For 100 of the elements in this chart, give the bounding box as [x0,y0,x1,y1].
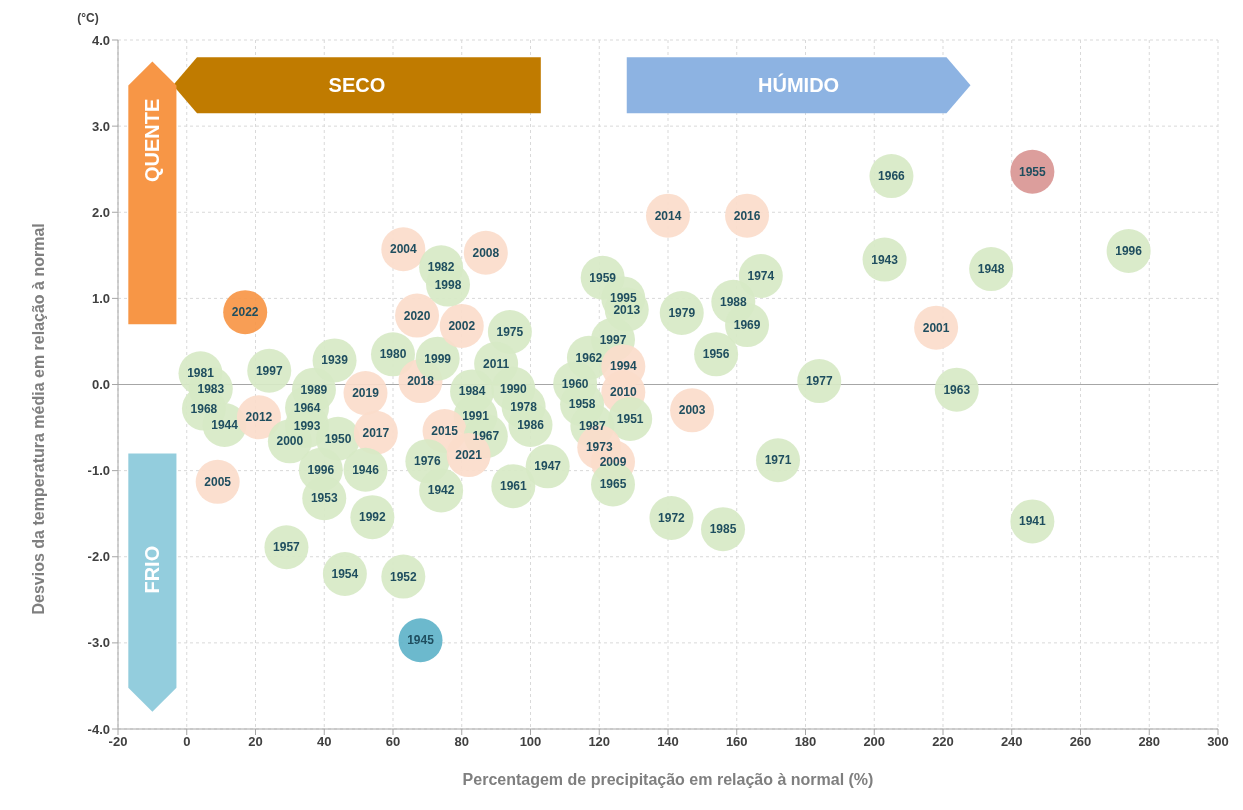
annotation: 2004 [389,242,417,257]
annotation: 1962 [575,350,603,365]
annotation: 1976 [414,454,442,469]
annotation: 2018 [407,374,435,389]
annotation: 1942 [427,483,455,498]
annotation: 2021 [455,448,483,463]
annotation: 1953 [310,491,338,506]
annotation: 1972 [658,510,686,525]
x-tick-label: 0 [183,734,191,750]
x-tick-label: 100 [519,734,542,750]
annotation: 1975 [496,324,524,339]
y-tick-label: -4.0 [87,721,110,737]
annotation: 2011 [483,356,510,371]
annotation: 1978 [510,399,538,414]
annotation: 1960 [561,376,589,391]
annotation: 1982 [427,260,455,275]
annotation: 2014 [654,208,682,223]
y-tick-label: -1.0 [87,463,110,479]
annotation: 1999 [424,351,452,366]
annotation: 1943 [871,252,899,267]
annotation: 1946 [352,462,380,477]
annotation: HÚMIDO [758,73,840,97]
annotation: 1939 [321,353,349,368]
annotation: 1994 [609,359,637,374]
annotation: 1989 [300,382,328,397]
x-tick-label: 200 [863,734,886,750]
annotation: 1983 [197,381,225,396]
annotation: 1998 [434,277,462,292]
annotation: 2001 [922,320,950,335]
y-tick-label: 1.0 [91,290,110,306]
annotation: 1973 [585,440,613,455]
x-tick-label: 60 [385,734,401,750]
y-tick-label: -3.0 [87,635,110,651]
x-axis-title: Percentagem de precipitação em relação à normal (%) [462,771,874,788]
annotation: 1966 [878,169,906,184]
annotation: 1958 [568,397,596,412]
annotation: 2009 [599,455,627,470]
x-tick-label: 220 [932,734,954,750]
annotation: 1947 [534,459,562,474]
annotation: 1956 [702,347,730,362]
annotation: 1961 [499,479,527,494]
annotation: 2020 [403,308,431,323]
annotation: 1959 [589,270,617,285]
annotation: 1971 [764,453,792,468]
annotation: 1979 [668,306,696,321]
annotation: 1984 [458,384,486,399]
annotation: 2016 [733,208,761,223]
annotation: 2022 [231,305,259,320]
annotation: 1988 [719,294,747,309]
annotation: 1950 [324,431,352,446]
annotation: 1986 [517,417,545,432]
x-tick-label: 180 [794,734,817,750]
annotation: FRIO [141,545,164,594]
annotation: 1965 [599,477,627,492]
annotation: 1977 [805,374,833,389]
y-tick-label: 0.0 [91,377,110,393]
annotation: 1951 [616,411,644,426]
annotation: 1963 [943,382,971,397]
annotation: 2005 [204,474,232,489]
x-tick-label: 280 [1138,734,1161,750]
annotation: 2008 [472,245,500,260]
x-tick-label: 20 [248,734,263,750]
annotation: 2010 [609,385,637,400]
annotation: 1948 [977,262,1005,277]
annotation: 1985 [709,522,737,537]
x-tick-label: 260 [1069,734,1092,750]
x-tick-label: 40 [317,734,332,750]
y-tick-label: 2.0 [91,204,110,220]
text: (°C) [77,11,99,25]
y-tick-label: -2.0 [87,549,110,565]
annotation: 1991 [462,409,490,424]
annotation: 1955 [1019,164,1047,179]
annotation: 1968 [190,401,218,416]
annotation: 1993 [293,418,321,433]
annotation: 1941 [1019,514,1047,529]
annotation: 1964 [293,400,321,415]
annotation: 2003 [678,403,706,418]
annotation: 1954 [331,566,359,581]
annotation: 1996 [307,462,335,477]
annotation: 1996 [1115,244,1143,259]
annotation: QUENTE [141,98,164,183]
annotation: 1997 [255,363,283,378]
x-tick-label: 240 [1000,734,1023,750]
annotation: 2012 [245,410,273,425]
annotation: 1974 [747,268,775,283]
x-tick-label: 80 [454,734,469,750]
y-tick-label: 3.0 [91,118,110,134]
x-tick-label: 160 [725,734,748,750]
annotation: 1969 [733,318,761,333]
annotation: 1990 [499,381,527,396]
annotation: 1997 [599,332,627,347]
annotation: 1980 [379,347,407,362]
annotation: 1981 [187,366,215,381]
y-axis-title: Desvios da temperatura média em relação à normal [29,223,47,615]
annotation: 2017 [362,425,390,440]
x-tick-label: 300 [1207,734,1229,750]
x-tick-label: -20 [108,734,128,750]
annotation: 1967 [472,429,500,444]
annotation: SECO [328,74,386,97]
annotation: 2019 [352,386,380,401]
